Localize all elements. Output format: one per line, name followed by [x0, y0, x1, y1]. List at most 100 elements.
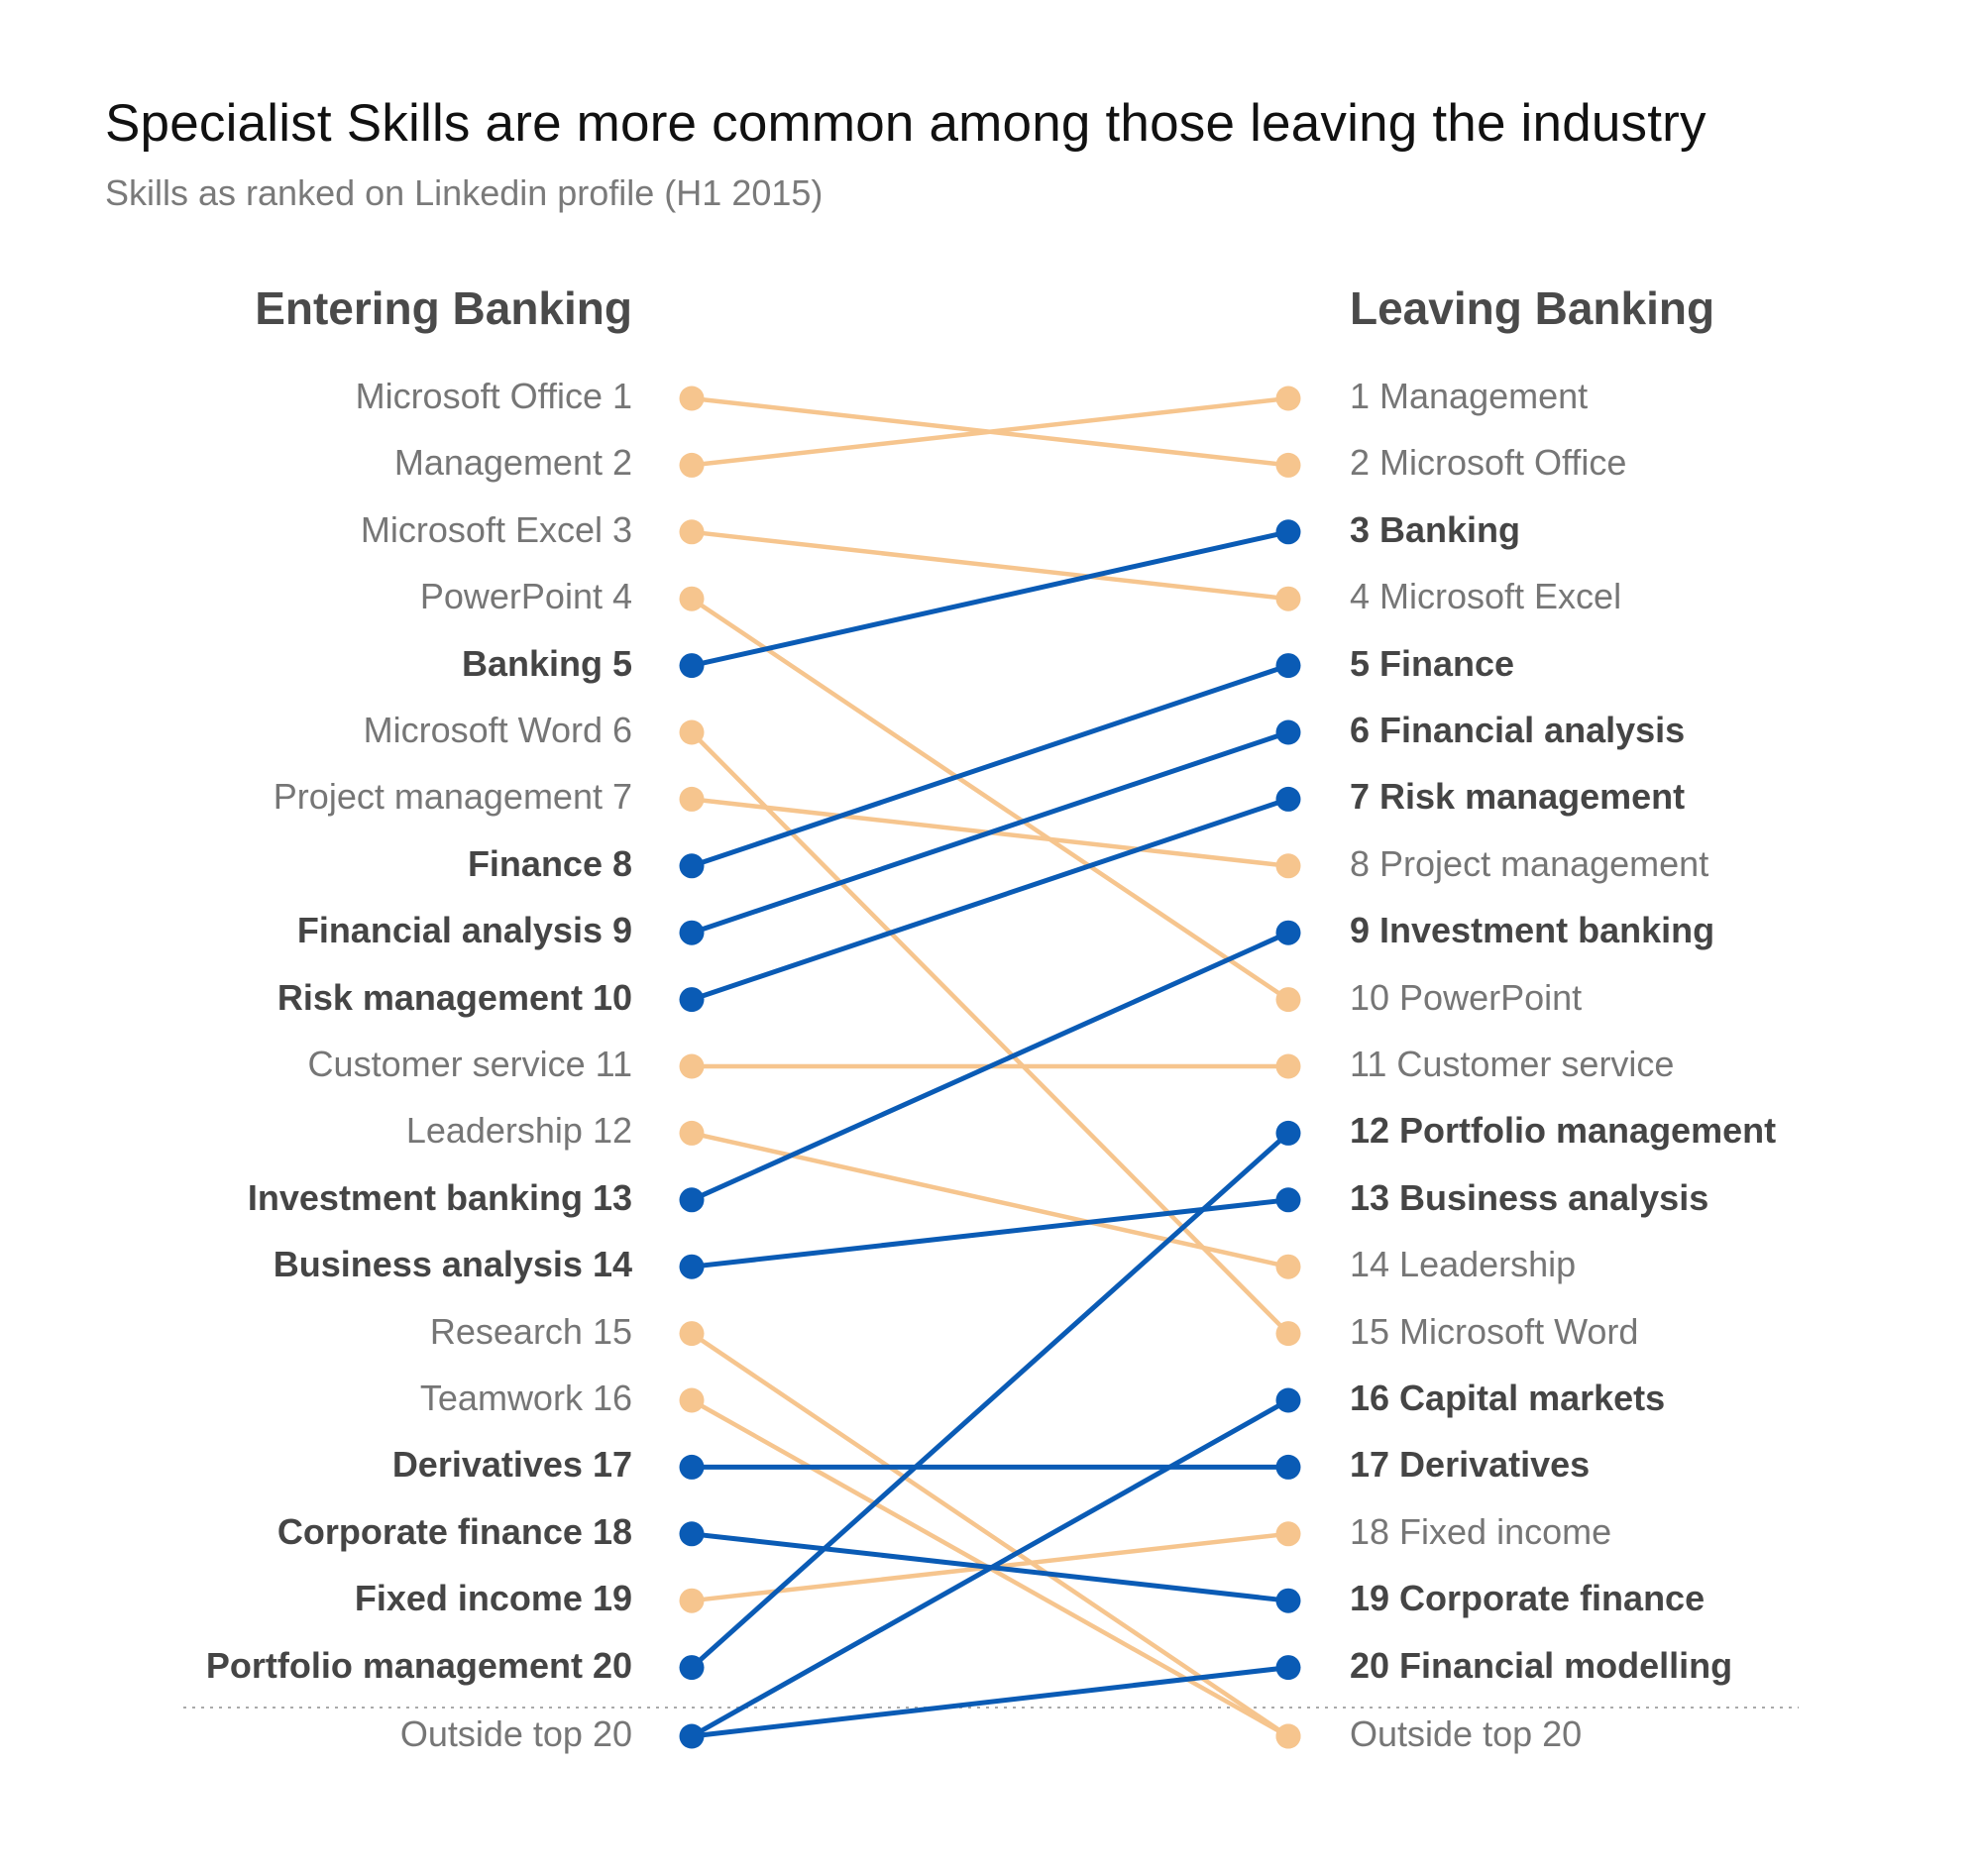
rank-dot	[679, 719, 705, 745]
slope-line-capital-markets	[690, 1397, 1290, 1739]
rank-dot	[679, 519, 705, 545]
rank-dot	[1275, 1387, 1301, 1413]
right-rank-label: 15 Microsoft Word	[1350, 1310, 1639, 1352]
rank-dot	[679, 1723, 705, 1749]
right-rank-label: 17 Derivatives	[1350, 1444, 1591, 1486]
rank-dot	[1275, 1454, 1301, 1480]
left-rank-label: Research 15	[429, 1310, 632, 1352]
left-rank-label: PowerPoint 4	[419, 576, 632, 617]
slope-line-management	[691, 395, 1289, 468]
slope-line-microsoft-word	[690, 730, 1290, 1336]
slope-line-financial-analysis	[691, 729, 1289, 936]
left-rank-label: Corporate finance 18	[276, 1510, 632, 1552]
rank-dot	[1275, 586, 1301, 611]
chart-subtitle: Skills as ranked on Linkedin profile (H1…	[105, 172, 824, 213]
right-rank-label: 5 Finance	[1350, 642, 1515, 684]
left-rank-label: Risk management 10	[276, 976, 632, 1018]
rank-dot	[1275, 452, 1301, 478]
rank-dot	[1275, 987, 1301, 1013]
right-rank-label: 16 Capital markets	[1350, 1378, 1666, 1418]
left-rank-label: Portfolio management 20	[205, 1644, 632, 1686]
left-rank-label: Finance 8	[467, 842, 632, 884]
slope-line-investment-banking	[690, 930, 1290, 1203]
right-rank-label: 3 Banking	[1350, 508, 1521, 550]
rank-dot	[1275, 920, 1301, 945]
slope-line-financial-modelling	[691, 1665, 1289, 1739]
slope-line-research	[690, 1331, 1290, 1738]
slope-line-banking	[691, 529, 1289, 669]
left-rank-label: Business analysis 14	[273, 1244, 632, 1285]
rank-dot	[1275, 786, 1301, 812]
slope-line-finance	[691, 663, 1289, 869]
rank-dot	[679, 1321, 705, 1347]
left-rank-label: Microsoft Word 6	[363, 710, 632, 750]
right-column-title: Leaving Banking	[1350, 282, 1715, 334]
rank-dot	[1275, 1521, 1301, 1547]
slope-line-business-analysis	[691, 1197, 1289, 1269]
chart-title: Specialist Skills are more common among …	[105, 94, 1707, 153]
right-rank-label: 9 Investment banking	[1350, 910, 1715, 951]
rank-dot	[679, 920, 705, 945]
rank-dot	[679, 452, 705, 478]
rank-dot	[679, 786, 705, 812]
rank-dot	[1275, 1120, 1301, 1146]
rank-dot	[679, 1588, 705, 1613]
right-rank-label: 2 Microsoft Office	[1350, 442, 1627, 484]
right-rank-label: 11 Customer service	[1350, 1044, 1675, 1084]
rank-dot	[1275, 1588, 1301, 1613]
rank-dots	[679, 386, 1301, 1749]
right-rank-label: 20 Financial modelling	[1350, 1644, 1733, 1686]
slope-line-powerpoint	[690, 597, 1290, 1002]
right-rank-label: 12 Portfolio management	[1350, 1110, 1777, 1152]
right-rank-label: 1 Management	[1350, 376, 1589, 416]
rank-dot	[679, 1387, 705, 1413]
slope-line-portfolio-management	[690, 1131, 1290, 1670]
rank-dot	[679, 1521, 705, 1547]
left-rank-label: Banking 5	[461, 642, 632, 684]
left-rank-label: Customer service 11	[307, 1044, 632, 1084]
rank-dot	[1275, 386, 1301, 411]
rank-dot	[679, 987, 705, 1013]
left-rank-label: Management 2	[393, 442, 632, 484]
rank-dot	[679, 853, 705, 879]
right-rank-label: 18 Fixed income	[1350, 1510, 1612, 1552]
right-rank-label: 10 PowerPoint	[1350, 976, 1583, 1018]
slope-line-microsoft-excel	[691, 529, 1289, 602]
left-rank-label: Project management 7	[273, 776, 632, 818]
left-rank-label: Derivatives 17	[391, 1444, 632, 1486]
right-rank-label: 14 Leadership	[1350, 1244, 1577, 1285]
rank-dot	[1275, 1254, 1301, 1279]
rank-dot	[679, 386, 705, 411]
left-rank-label: Fixed income 19	[354, 1578, 632, 1619]
rank-dot	[1275, 1321, 1301, 1347]
left-rank-label: Outside top 20	[399, 1713, 632, 1754]
rank-dot	[679, 653, 705, 679]
rank-dot	[1275, 719, 1301, 745]
right-rank-label: 7 Risk management	[1350, 776, 1686, 818]
left-rank-label: Microsoft Excel 3	[360, 508, 632, 550]
right-rank-label: 8 Project management	[1350, 842, 1709, 884]
right-rank-label: 4 Microsoft Excel	[1350, 576, 1622, 617]
left-rank-label: Microsoft Office 1	[355, 376, 632, 416]
rank-dot	[1275, 1187, 1301, 1213]
left-column-title: Entering Banking	[255, 282, 632, 334]
rank-dot	[679, 586, 705, 611]
rank-dot	[679, 1254, 705, 1279]
rank-dot	[679, 1120, 705, 1146]
right-rank-label: 19 Corporate finance	[1350, 1578, 1706, 1619]
left-rank-label: Financial analysis 9	[296, 910, 632, 951]
left-rank-label: Teamwork 16	[419, 1378, 632, 1418]
right-rank-label: 13 Business analysis	[1350, 1176, 1709, 1218]
rank-dot	[1275, 1723, 1301, 1749]
rank-dot	[1275, 1655, 1301, 1681]
slope-lines	[690, 395, 1290, 1739]
right-rank-label: 6 Financial analysis	[1350, 710, 1686, 750]
slope-line-leadership	[691, 1131, 1289, 1269]
right-rank-label: Outside top 20	[1350, 1713, 1583, 1754]
rank-dot	[1275, 653, 1301, 679]
slope-line-risk-management	[691, 797, 1289, 1002]
rank-dot	[1275, 519, 1301, 545]
left-rank-label: Leadership 12	[405, 1110, 632, 1152]
rank-dot	[679, 1454, 705, 1480]
